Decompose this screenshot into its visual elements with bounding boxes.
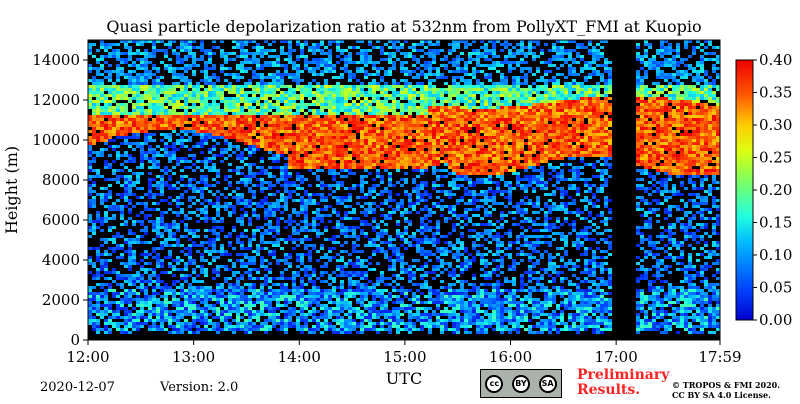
x-tick-label: 17:59 xyxy=(698,348,741,366)
colorbar-tick-label: 0.35 xyxy=(759,84,792,102)
chart-title: Quasi particle depolarization ratio at 5… xyxy=(106,17,701,36)
cc-license-badge[interactable]: cc BY SA xyxy=(480,369,562,398)
copyright-line-2: CC BY SA 4.0 License. xyxy=(672,390,780,400)
x-axis-label: UTC xyxy=(386,369,422,388)
data-gap xyxy=(613,40,635,340)
y-tick-label: 2000 xyxy=(42,291,80,309)
colorbar-tick-label: 0.20 xyxy=(759,181,792,199)
colorbar-tick-label: 0.15 xyxy=(759,214,792,232)
y-tick-label: 12000 xyxy=(32,91,80,109)
y-tick-label: 14000 xyxy=(32,51,80,69)
x-tick-label: 12:00 xyxy=(66,348,109,366)
x-axis: 12:00 13:00 14:00 15:00 16:00 17:00 17:59 xyxy=(66,340,741,366)
by-icon: BY xyxy=(512,375,530,393)
x-tick-label: 17:00 xyxy=(595,348,638,366)
y-axis-label: Height (m) xyxy=(2,146,21,234)
colorbar-tick-label: 0.05 xyxy=(759,279,792,297)
colorbar-tick-label: 0.25 xyxy=(759,149,792,167)
colorbar-tick-label: 0.40 xyxy=(759,51,792,69)
colorbar-tick-label: 0.00 xyxy=(759,311,792,329)
y-tick-label: 6000 xyxy=(42,211,80,229)
y-tick-label: 4000 xyxy=(42,251,80,269)
colorbar-tick-label: 0.30 xyxy=(759,116,792,134)
y-axis: 0 2000 4000 6000 8000 10000 12000 14000 xyxy=(32,51,88,349)
x-tick-label: 16:00 xyxy=(489,348,532,366)
footer-version: Version: 2.0 xyxy=(160,380,238,395)
preliminary-line-1: Preliminary xyxy=(577,368,669,383)
sa-icon: SA xyxy=(539,375,557,393)
colorbar-axis: 0.00 0.05 0.10 0.15 0.20 0.25 0.30 0.35 0.40 xyxy=(753,51,792,329)
cc-icon: cc xyxy=(485,375,503,393)
x-tick-label: 14:00 xyxy=(278,348,321,366)
preliminary-notice: Preliminary Results. xyxy=(577,368,669,398)
footer-date: 2020-12-07 xyxy=(40,380,115,395)
copyright-notice: © TROPOS & FMI 2020. CC BY SA 4.0 Licens… xyxy=(672,380,780,400)
preliminary-line-2: Results. xyxy=(577,383,669,398)
copyright-line-1: © TROPOS & FMI 2020. xyxy=(672,380,780,390)
y-tick-label: 8000 xyxy=(42,171,80,189)
y-tick-label: 10000 xyxy=(32,131,80,149)
colorbar xyxy=(736,60,753,320)
x-tick-label: 15:00 xyxy=(383,348,426,366)
x-tick-label: 13:00 xyxy=(172,348,215,366)
colorbar-tick-label: 0.10 xyxy=(759,246,792,264)
heatmap-area xyxy=(88,40,720,340)
y-tick-label: 0 xyxy=(70,331,80,349)
